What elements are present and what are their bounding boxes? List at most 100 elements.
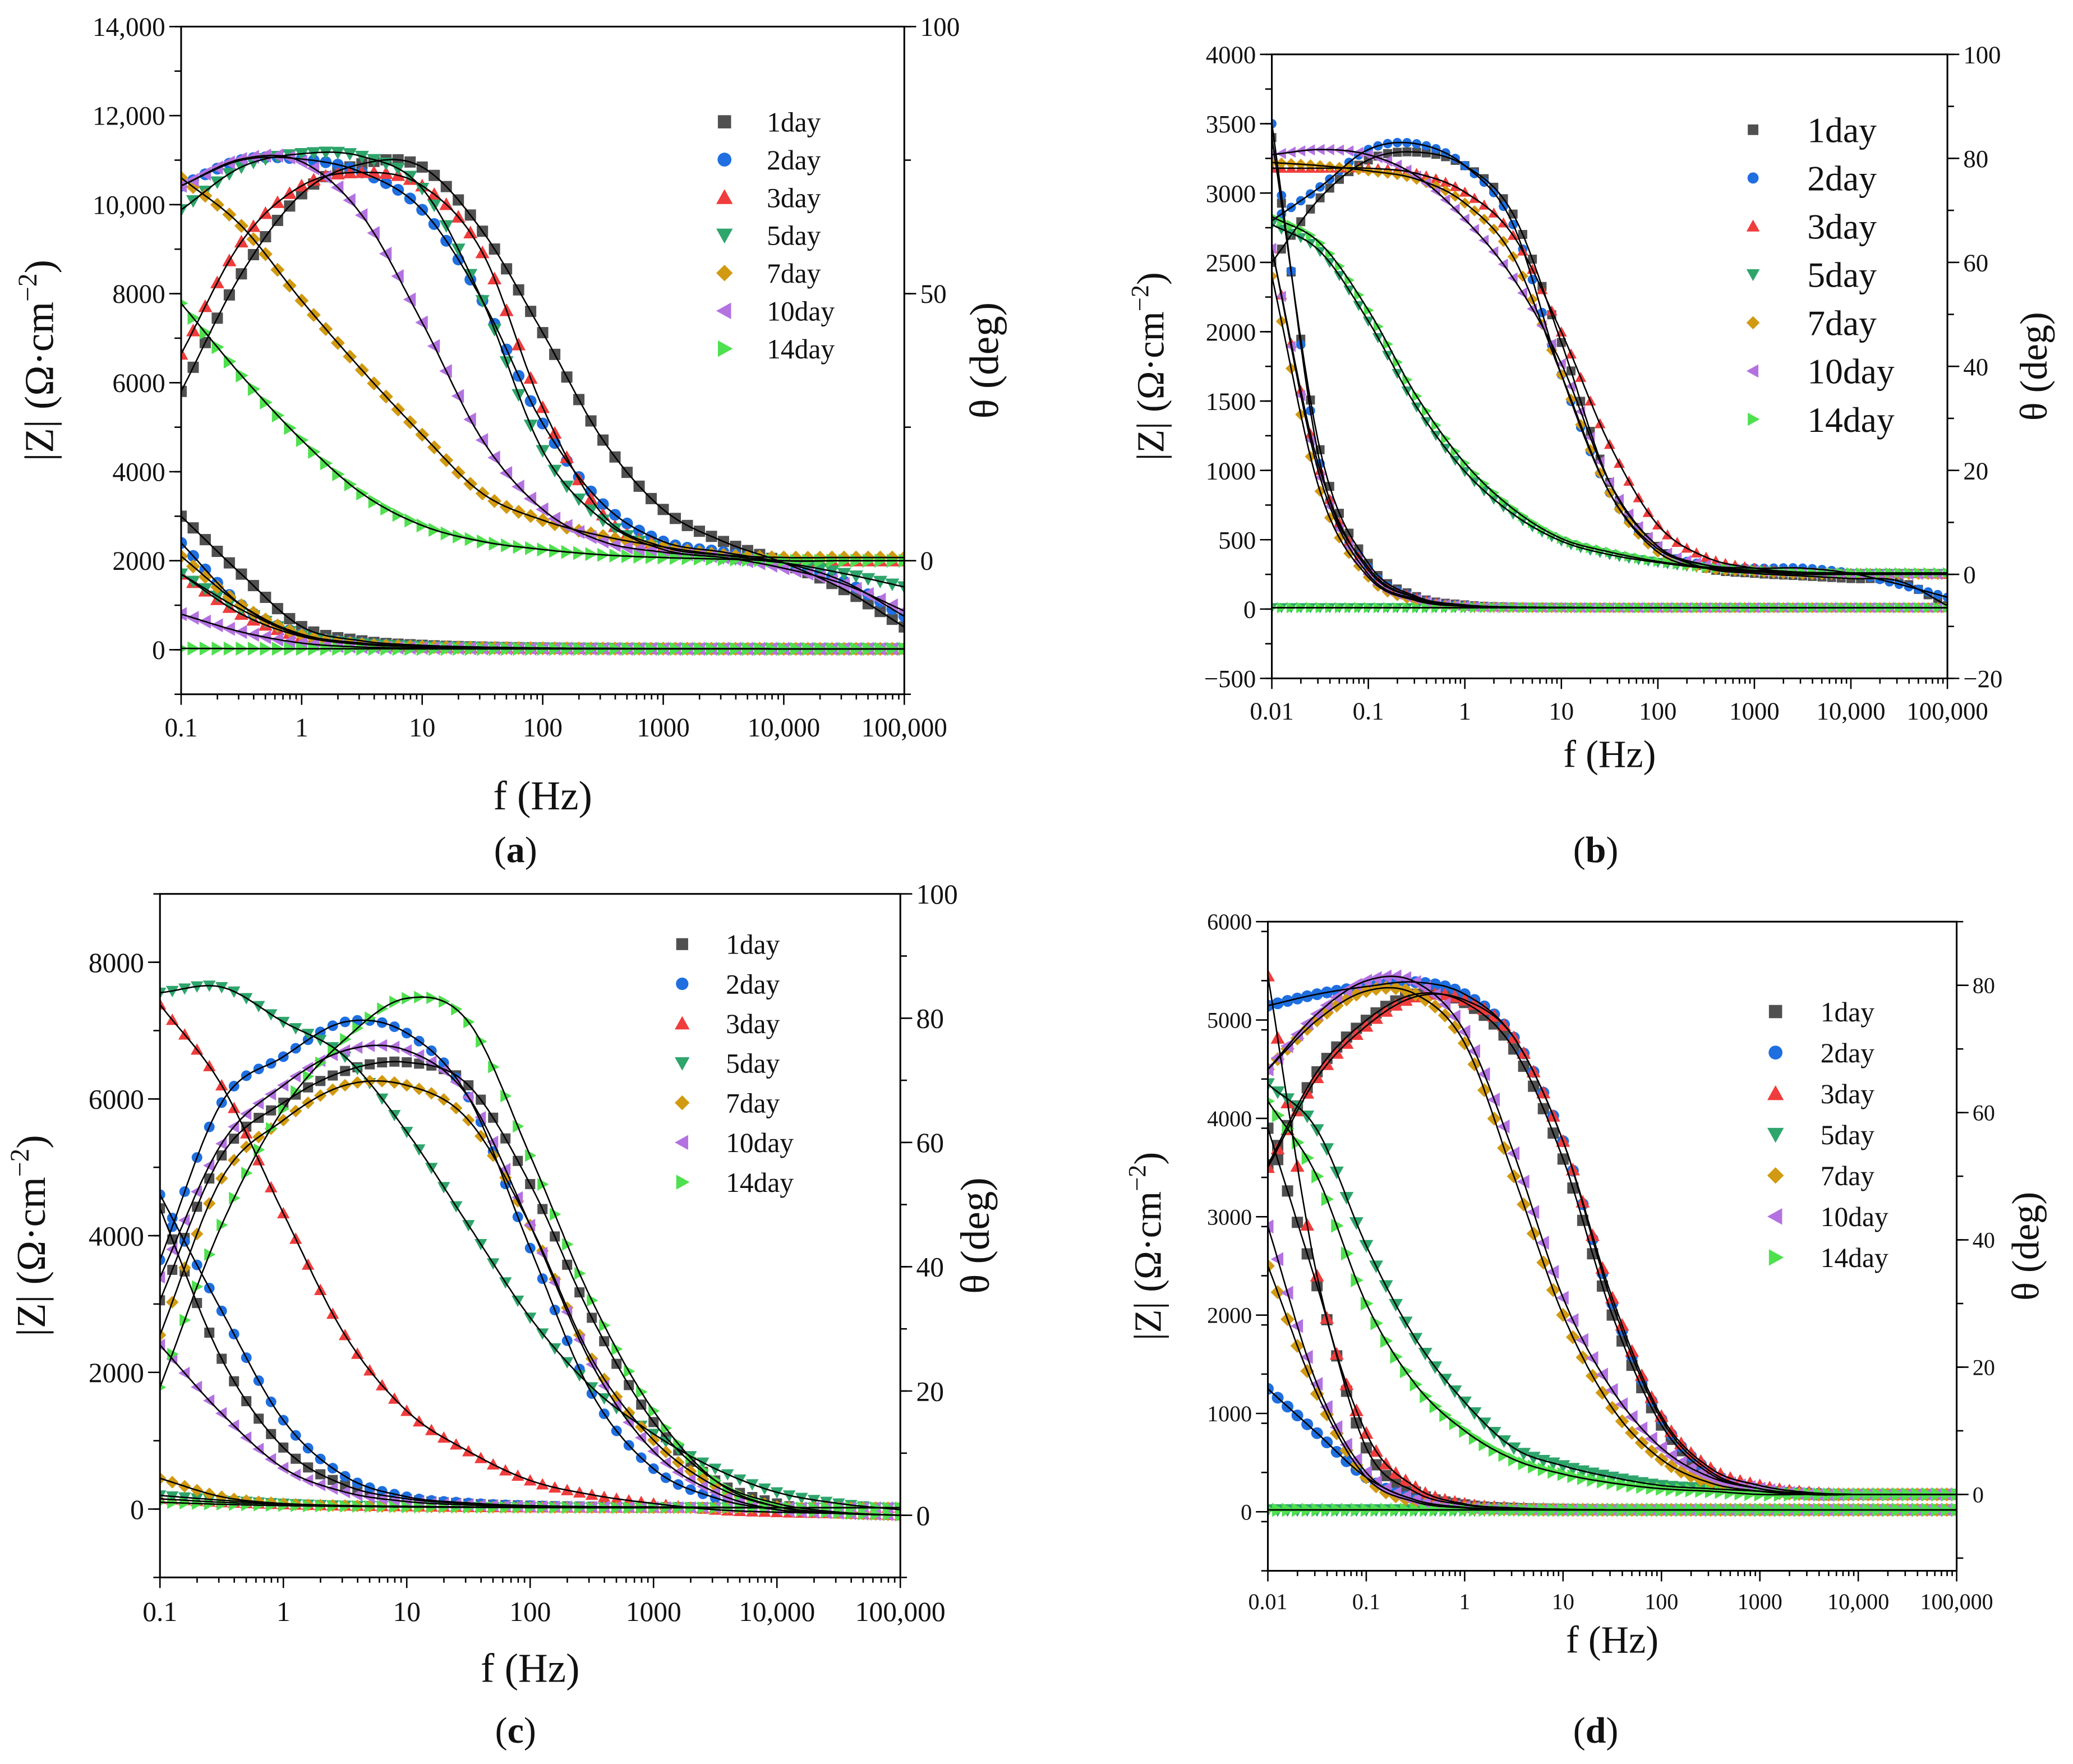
plot-area — [1268, 969, 1957, 1517]
y-left-tick-label: 4000 — [89, 1220, 144, 1251]
y-right-axis-label: θ (deg) — [962, 302, 1007, 418]
legend-label: 2day — [1807, 159, 1877, 199]
y-left-tick-label: 3000 — [1207, 1204, 1252, 1229]
y-left-tick-label: 2000 — [112, 547, 165, 576]
y-left-tick-label: 3000 — [1206, 179, 1256, 208]
phase-marker-1day — [160, 1295, 165, 1306]
y-left-tick-label: 4000 — [1206, 41, 1256, 69]
legend-marker-14day — [1768, 1249, 1784, 1266]
phase-marker-10day — [181, 178, 187, 193]
impedance-marker-7day — [1272, 270, 1278, 282]
x-tick-label: 100 — [1644, 1589, 1678, 1614]
phase-fit-line-10day — [160, 1044, 901, 1516]
legend-label: 1day — [1821, 997, 1874, 1028]
plot-area — [160, 980, 901, 1522]
legend-marker-10day — [675, 1135, 688, 1150]
legend-label: 5day — [1821, 1120, 1874, 1150]
y-left-tick-label: 5000 — [1207, 1008, 1252, 1033]
y-left-tick-label: 0 — [1243, 596, 1256, 624]
y-right-tick-label: 0 — [1963, 561, 1975, 589]
legend-label: 2day — [1821, 1038, 1874, 1068]
plot-frame — [1266, 920, 1958, 1572]
plot-area — [181, 146, 905, 656]
phase-marker-1day — [899, 621, 905, 633]
bode-chart-a: 0.1 1 10 100 1000 10,000 100,00002000400060008… — [13, 13, 1007, 818]
y-right-axis-label: θ (deg) — [2005, 1192, 2047, 1301]
legend-marker-7day — [675, 1095, 690, 1111]
bode-chart-c: 0.1 1 10 100 1000 10,000 100,00002000400060008… — [6, 879, 998, 1691]
y-right-tick-label: 40 — [1963, 353, 1988, 381]
phase-fit-line-10day — [181, 154, 905, 612]
legend-label: 14day — [767, 334, 835, 365]
x-tick-label: 10 — [393, 1596, 421, 1627]
legend-label: 5day — [726, 1048, 780, 1079]
y-right-axis-label: θ (deg) — [2012, 312, 2055, 421]
x-axis-label: f (Hz) — [481, 1646, 579, 1691]
x-tick-label: 100,000 — [1906, 697, 1988, 725]
legend-label: 7day — [1821, 1160, 1874, 1191]
y-right-tick-label: 60 — [916, 1127, 945, 1158]
x-tick-label: 1 — [277, 1596, 291, 1627]
y-right-tick-label: 20 — [1963, 457, 1988, 485]
y-left-tick-label: 0 — [130, 1494, 144, 1525]
impedance-marker-7day — [160, 1472, 167, 1485]
x-tick-label: 10,000 — [748, 713, 821, 743]
impedance-marker-2day — [1268, 1383, 1274, 1395]
plot-area — [1272, 119, 1948, 614]
legend-label: 7day — [726, 1088, 780, 1118]
x-tick-label: 10 — [1549, 697, 1574, 725]
series-2day — [160, 1015, 901, 1521]
legend-marker-14day — [1748, 412, 1760, 426]
x-tick-label: 1 — [295, 713, 308, 743]
y-right-tick-label: 0 — [916, 1500, 930, 1531]
series-3day — [160, 998, 901, 1521]
legend-label: 10day — [767, 296, 835, 327]
legend-label: 5day — [1807, 255, 1877, 295]
legend-label: 14day — [1821, 1242, 1888, 1273]
impedance-marker-1day — [181, 510, 187, 522]
phase-fit-line-14day — [160, 996, 901, 1516]
phase-marker-5day — [319, 146, 333, 159]
impedance-fit-line-14day — [160, 1501, 901, 1509]
phase-marker-10day — [897, 607, 905, 615]
legend-marker-10day — [1746, 364, 1758, 378]
y-left-tick-label: 8000 — [112, 280, 165, 309]
phase-marker-5day — [885, 578, 900, 592]
y-right-tick-label: 100 — [1963, 41, 2001, 69]
x-tick-label: 0.1 — [142, 1596, 177, 1627]
impedance-marker-5day — [181, 568, 188, 582]
y-right-tick-label: 100 — [916, 879, 958, 910]
y-left-tick-label: 0 — [152, 636, 165, 665]
y-right-tick-label: 80 — [1973, 973, 1995, 998]
phase-marker-5day — [306, 147, 321, 160]
x-tick-label: 10,000 — [1816, 697, 1885, 725]
legend-marker-1day — [1748, 124, 1758, 135]
legend: 1day 2day 3day 5day 7day 10day 14day — [716, 107, 835, 365]
legend-marker-3day — [1767, 1085, 1784, 1100]
phase-fit-line-3day — [160, 1004, 901, 1516]
y-left-tick-label: 6000 — [1207, 909, 1252, 934]
legend-label: 7day — [1807, 303, 1877, 343]
y-left-axis-label: |Z| (Ω·cm−2) — [6, 1135, 54, 1336]
y-right-tick-label: 60 — [1963, 248, 1988, 277]
legend-label: 10day — [1821, 1201, 1888, 1232]
legend-label: 1day — [767, 107, 821, 137]
impedance-marker-10day — [181, 607, 187, 621]
phase-marker-5day — [367, 154, 381, 167]
y-left-tick-label: 12,000 — [93, 102, 165, 131]
x-tick-label: 1 — [1459, 697, 1471, 725]
phase-marker-5day — [181, 204, 188, 217]
phase-fit-line-5day — [160, 985, 901, 1510]
x-tick-label: 100 — [523, 713, 563, 743]
x-tick-label: 10,000 — [1827, 1589, 1889, 1614]
phase-marker-14day — [160, 1384, 167, 1391]
x-tick-label: 1000 — [1729, 697, 1780, 725]
legend-label: 3day — [1821, 1079, 1874, 1109]
legend-marker-14day — [676, 1175, 690, 1190]
phase-fit-line-14day — [1268, 1100, 1957, 1496]
panel-label-a: (a) — [494, 830, 537, 871]
panel-label-c: (c) — [495, 1710, 536, 1751]
x-tick-label: 10 — [1552, 1589, 1574, 1614]
y-left-axis-label: |Z| (Ω·cm−2) — [1126, 272, 1172, 460]
